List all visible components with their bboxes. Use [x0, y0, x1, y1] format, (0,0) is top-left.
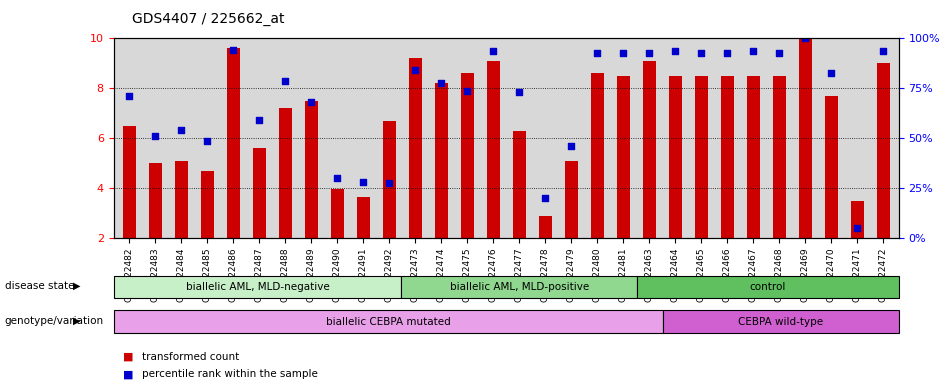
Text: ▶: ▶	[73, 316, 80, 326]
Point	[564, 142, 579, 149]
Point	[616, 50, 631, 56]
FancyBboxPatch shape	[114, 276, 401, 298]
Point	[876, 48, 891, 54]
Text: ■: ■	[123, 369, 133, 379]
Point	[850, 225, 865, 231]
Text: transformed count: transformed count	[142, 352, 239, 362]
FancyBboxPatch shape	[637, 276, 899, 298]
Bar	[850, 200, 864, 238]
Text: disease state: disease state	[5, 281, 74, 291]
Point	[356, 179, 371, 185]
Point	[408, 66, 423, 73]
Bar	[825, 96, 837, 238]
FancyBboxPatch shape	[401, 276, 637, 298]
FancyBboxPatch shape	[114, 310, 663, 333]
Point	[693, 50, 709, 56]
Point	[460, 88, 475, 94]
Bar	[409, 58, 422, 238]
Bar	[227, 48, 239, 238]
Bar	[773, 76, 785, 238]
Bar	[279, 108, 291, 238]
Point	[641, 50, 657, 56]
Point	[772, 50, 787, 56]
Bar	[877, 63, 889, 238]
Bar	[669, 76, 682, 238]
Bar	[486, 61, 499, 238]
Point	[173, 126, 188, 132]
Point	[329, 175, 344, 181]
Text: biallelic CEBPA mutated: biallelic CEBPA mutated	[326, 316, 450, 327]
Bar	[721, 76, 733, 238]
Bar	[694, 76, 708, 238]
Bar	[798, 38, 812, 238]
FancyBboxPatch shape	[663, 310, 899, 333]
Bar	[330, 189, 343, 238]
Bar	[746, 76, 760, 238]
Bar	[538, 216, 552, 238]
Point	[252, 116, 267, 122]
Point	[225, 46, 240, 53]
Bar	[357, 197, 370, 238]
Bar	[382, 121, 395, 238]
Point	[589, 50, 604, 56]
Point	[381, 180, 396, 186]
Text: ■: ■	[123, 352, 133, 362]
Point	[304, 99, 319, 105]
Point	[797, 35, 813, 41]
Text: biallelic AML, MLD-negative: biallelic AML, MLD-negative	[185, 282, 329, 292]
Point	[537, 195, 552, 201]
Bar	[461, 73, 474, 238]
Text: control: control	[749, 282, 786, 292]
Point	[433, 80, 448, 86]
Text: percentile rank within the sample: percentile rank within the sample	[142, 369, 318, 379]
Bar	[201, 170, 214, 238]
Bar	[123, 126, 135, 238]
Text: genotype/variation: genotype/variation	[5, 316, 104, 326]
Bar	[513, 131, 526, 238]
Point	[148, 132, 163, 139]
Bar	[434, 83, 447, 238]
Bar	[642, 61, 656, 238]
Point	[485, 48, 500, 54]
Point	[824, 70, 839, 76]
Text: ▶: ▶	[73, 281, 80, 291]
Point	[512, 89, 527, 95]
Point	[668, 48, 683, 54]
Bar	[149, 163, 162, 238]
Point	[277, 78, 292, 84]
Bar	[175, 161, 187, 238]
Bar	[590, 73, 604, 238]
Bar	[305, 101, 318, 238]
Text: biallelic AML, MLD-positive: biallelic AML, MLD-positive	[449, 282, 588, 292]
Bar	[253, 148, 266, 238]
Point	[745, 48, 761, 54]
Bar	[565, 161, 578, 238]
Point	[200, 138, 215, 144]
Bar	[617, 76, 630, 238]
Point	[720, 50, 735, 56]
Text: GDS4407 / 225662_at: GDS4407 / 225662_at	[132, 12, 285, 25]
Text: CEBPA wild-type: CEBPA wild-type	[739, 316, 823, 327]
Point	[121, 93, 136, 99]
